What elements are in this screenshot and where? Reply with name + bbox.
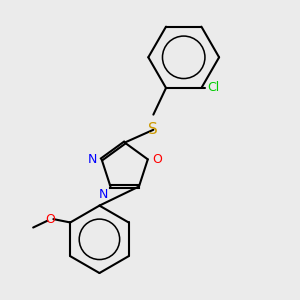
Text: O: O [45,213,55,226]
Text: N: N [98,188,108,201]
Text: N: N [88,153,98,166]
Text: O: O [152,153,162,166]
Text: S: S [148,122,158,137]
Text: Cl: Cl [208,82,220,94]
